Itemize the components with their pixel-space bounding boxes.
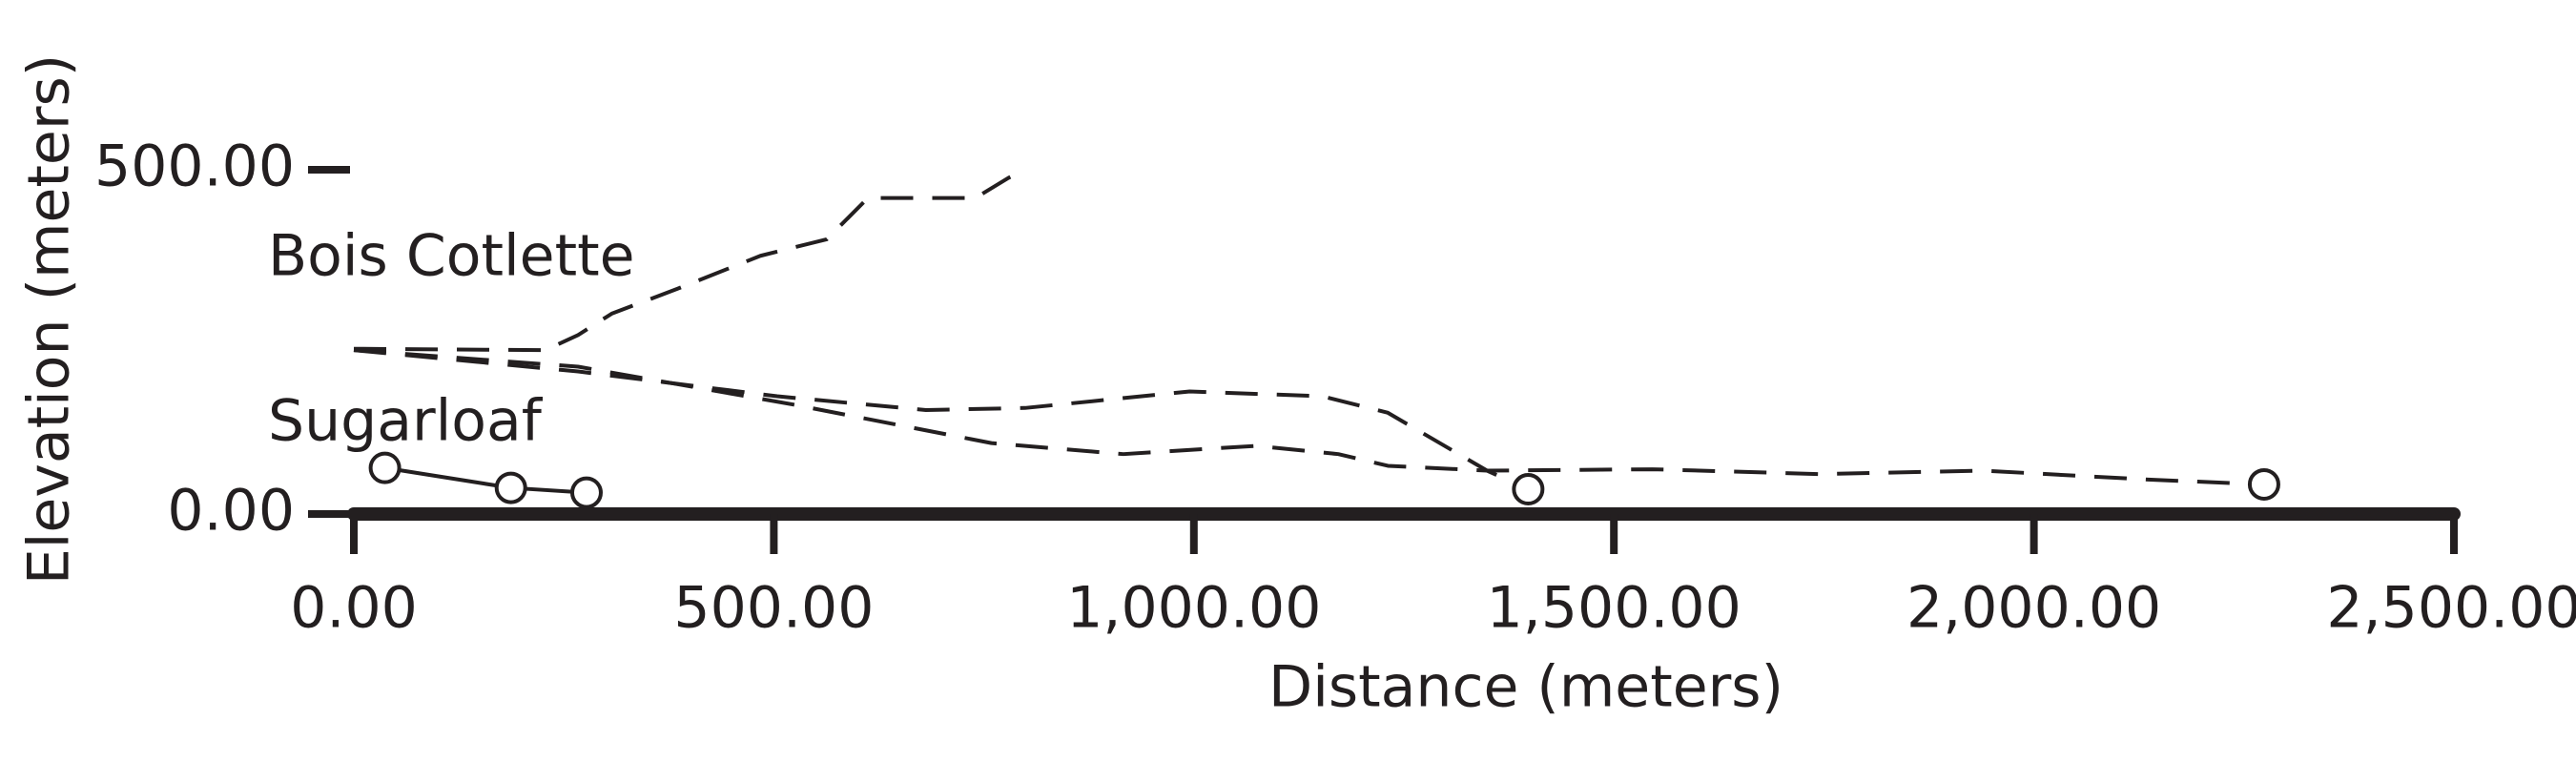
x-tick-label: 2,500.00 <box>2326 575 2576 642</box>
point-marker <box>569 476 603 509</box>
y-axis-label: Elevation (meters) <box>16 54 83 585</box>
x-tick-label: 500.00 <box>673 575 874 642</box>
x-tick-label: 1,500.00 <box>1487 575 1741 642</box>
point-marker <box>2247 467 2280 501</box>
series-line <box>353 348 2265 486</box>
x-axis-label: Distance (meters) <box>1268 654 1783 721</box>
series-line <box>353 168 1026 353</box>
point-marker <box>368 451 402 484</box>
series-line <box>384 465 587 495</box>
annotation: Bois Cotlette <box>268 223 635 290</box>
y-tick-label: 500.00 <box>94 134 295 200</box>
y-tick-label: 0.00 <box>167 478 295 545</box>
x-tick-label: 1,000.00 <box>1066 575 1321 642</box>
annotation: Sugarloaf <box>268 388 544 455</box>
x-tick-label: 2,000.00 <box>1906 575 2161 642</box>
point-marker <box>1512 473 1545 506</box>
point-marker <box>494 471 527 504</box>
x-tick-label: 0.00 <box>290 575 418 642</box>
